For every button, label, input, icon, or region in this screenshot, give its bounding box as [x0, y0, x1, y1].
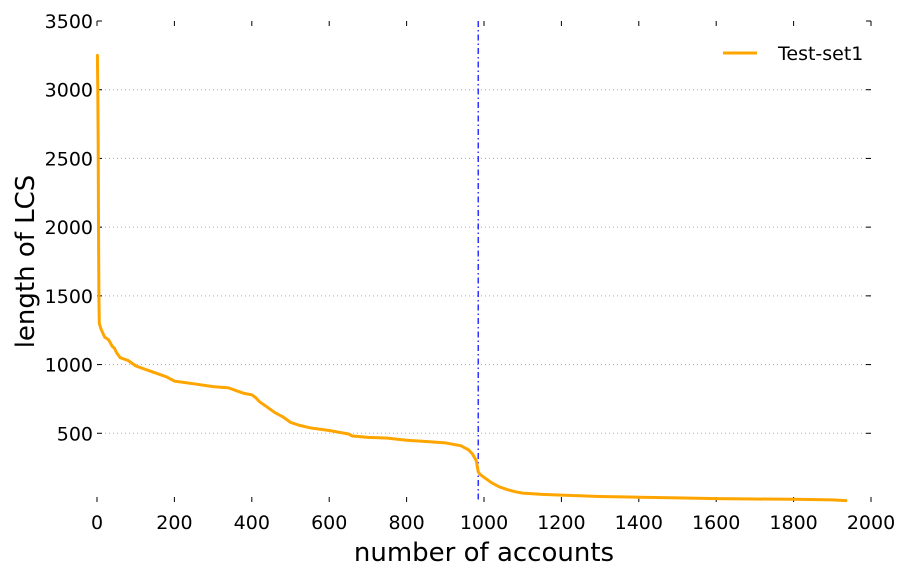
series-line [95, 53, 848, 503]
gridlines [97, 89, 871, 434]
x-tick-label: 400 [234, 512, 270, 534]
x-axis-label: number of accounts [354, 538, 614, 568]
y-axis-label: length of LCS [11, 175, 41, 349]
y-tick-label: 2000 [45, 217, 93, 239]
legend-label: Test-set1 [777, 43, 863, 65]
y-tick-label: 3000 [45, 80, 93, 102]
x-tick-label: 0 [91, 512, 103, 534]
x-tick-label: 1000 [460, 512, 508, 534]
y-tick-label: 1500 [45, 286, 93, 308]
x-tick-label: 800 [388, 512, 424, 534]
x-tick-label: 600 [311, 512, 347, 534]
legend: Test-set1 [723, 43, 863, 65]
y-tick-label: 1000 [45, 355, 93, 377]
x-tick-label: 1800 [769, 512, 817, 534]
x-tick-label: 200 [156, 512, 192, 534]
x-tick-label: 2000 [847, 512, 895, 534]
y-tick-label: 500 [57, 423, 93, 445]
y-tick-label: 2500 [45, 148, 93, 170]
x-tick-label: 1600 [692, 512, 740, 534]
axis-ticks: 500 1000 1500 2000 2500 3000 3500 0 200 400 600 800… [45, 11, 896, 534]
x-tick-label: 1400 [615, 512, 663, 534]
y-tick-label: 3500 [45, 11, 93, 33]
plot-area [95, 21, 848, 503]
x-tick-label: 1200 [537, 512, 585, 534]
